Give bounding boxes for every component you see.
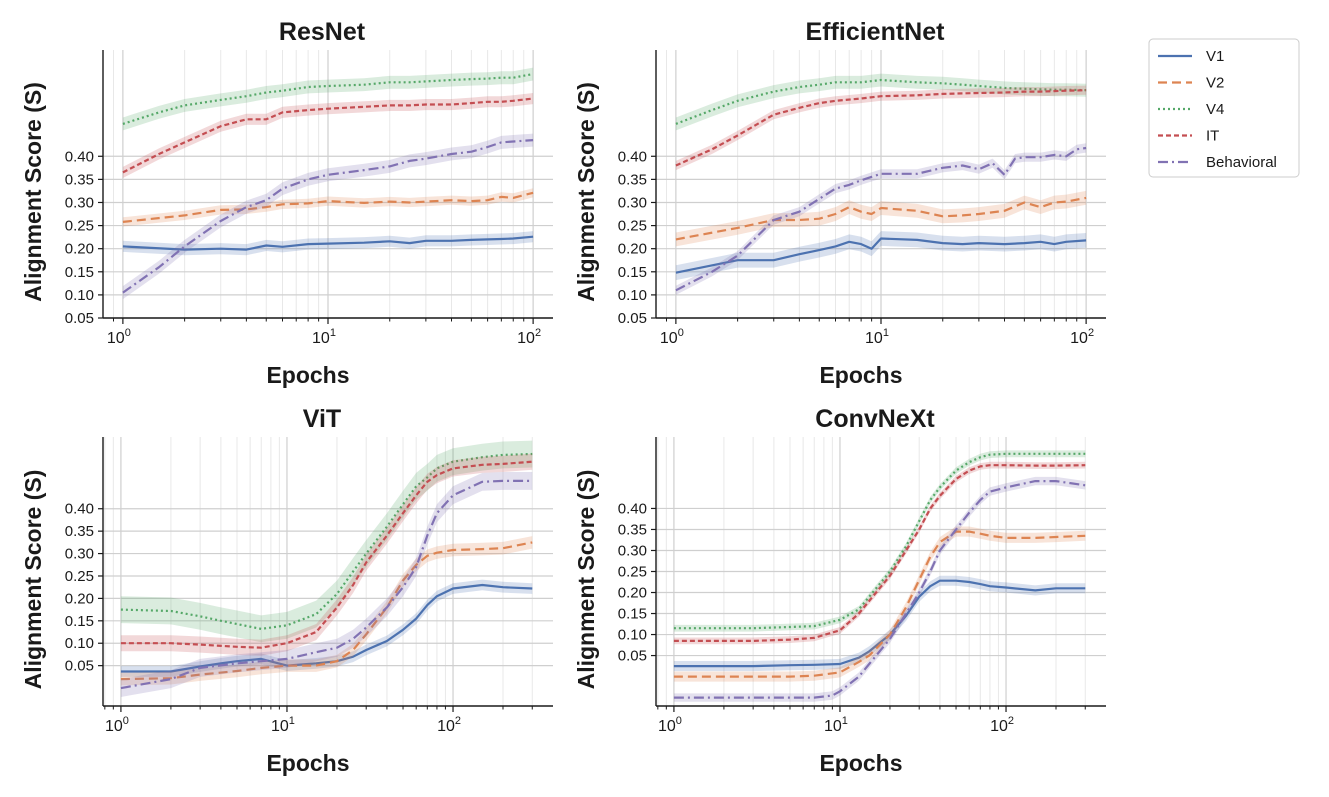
x-tick-label: 100	[107, 327, 131, 347]
panel-efficientnet: 0.05 0.10 0.15 0.20 0.25 0.30 0.35 0.40 100 101 10…	[573, 18, 1106, 388]
series-line-v4	[122, 72, 534, 125]
series-line-v2	[673, 530, 1086, 678]
y-tick-label: 0.25	[618, 564, 647, 581]
x-axis-label: Epochs	[819, 750, 902, 776]
y-tick-label: 0.40	[618, 148, 647, 165]
y-axis-label: Alignment Score (S)	[20, 82, 46, 302]
x-tick-label: 102	[517, 327, 541, 347]
x-tick-label: 101	[865, 327, 889, 347]
band-it	[673, 461, 1086, 645]
series-line-v4	[675, 78, 1087, 125]
band-it	[122, 93, 534, 178]
series-line-it	[120, 460, 533, 649]
y-tick-label: 0.10	[65, 287, 94, 304]
y-tick-label: 0.05	[618, 648, 647, 665]
band-behavioral	[122, 133, 534, 300]
band-v2	[675, 190, 1087, 247]
legend-label-v2: V2	[1206, 75, 1224, 92]
y-tick-label: 0.25	[65, 218, 94, 235]
band-it	[120, 453, 533, 656]
y-tick-label: 0.25	[65, 568, 94, 585]
panel-title: ResNet	[279, 18, 366, 46]
y-tick-label: 0.30	[618, 542, 647, 559]
x-tick-label: 101	[271, 715, 295, 735]
x-tick-label: 102	[437, 715, 461, 735]
panel-resnet: 0.05 0.10 0.15 0.20 0.25 0.30 0.35 0.40 100 101 10…	[20, 18, 553, 388]
y-tick-label: 0.35	[65, 523, 94, 540]
band-v2	[673, 526, 1086, 682]
series-line-v1	[120, 583, 533, 673]
panel-convnext: 0.05 0.10 0.15 0.20 0.25 0.30 0.35 0.40 100 101 10…	[573, 405, 1106, 776]
y-axis-label: Alignment Score (S)	[20, 470, 46, 690]
x-axis-label: Epochs	[266, 362, 349, 388]
y-tick-label: 0.25	[618, 218, 647, 235]
y-tick-label: 0.10	[618, 287, 647, 304]
band-v4	[122, 67, 534, 131]
legend: V1 V2 V4 IT Behavioral	[1148, 38, 1300, 178]
x-tick-label: 100	[660, 327, 684, 347]
y-tick-label: 0.40	[65, 501, 94, 518]
y-tick-label: 0.10	[65, 635, 94, 652]
band-v4	[675, 73, 1087, 131]
x-tick-label: 100	[105, 715, 129, 735]
legend-box	[1148, 38, 1300, 178]
y-tick-label: 0.05	[65, 658, 94, 675]
panel-title: ViT	[303, 405, 341, 433]
y-tick-label: 0.20	[618, 585, 647, 602]
series-line-it	[673, 464, 1086, 642]
series-line-v2	[120, 541, 533, 681]
y-axis-label: Alignment Score (S)	[573, 470, 599, 690]
y-tick-label: 0.20	[65, 241, 94, 258]
x-axis-label: Epochs	[819, 362, 902, 388]
band-v4	[120, 440, 533, 643]
y-tick-label: 0.20	[618, 241, 647, 258]
band-v2	[122, 188, 534, 227]
y-tick-label: 0.05	[65, 310, 94, 327]
series-line-v2	[675, 196, 1087, 241]
legend-label-behavioral: Behavioral	[1206, 154, 1277, 171]
y-tick-label: 0.20	[65, 590, 94, 607]
x-tick-label: 102	[990, 715, 1014, 735]
band-v1	[673, 575, 1086, 672]
series-line-behavioral	[122, 139, 534, 294]
panel-title: ConvNeXt	[815, 405, 935, 433]
band-it	[675, 85, 1087, 171]
panel-title: EfficientNet	[806, 18, 946, 46]
y-tick-label: 0.15	[618, 264, 647, 281]
band-behavioral	[120, 472, 533, 697]
series-line-it	[675, 89, 1087, 167]
y-tick-label: 0.40	[618, 500, 647, 517]
x-tick-label: 102	[1070, 327, 1094, 347]
y-tick-label: 0.30	[65, 194, 94, 211]
x-tick-label: 101	[824, 715, 848, 735]
y-axis-label: Alignment Score (S)	[573, 82, 599, 302]
band-behavioral	[675, 143, 1087, 295]
y-tick-label: 0.10	[618, 627, 647, 644]
panel-vit: 0.05 0.10 0.15 0.20 0.25 0.30 0.35 0.40 100 101 10…	[20, 405, 553, 776]
y-tick-label: 0.35	[65, 171, 94, 188]
series-line-v1	[673, 579, 1086, 668]
y-tick-label: 0.40	[65, 148, 94, 165]
series-line-behavioral	[675, 146, 1087, 292]
legend-label-v4: V4	[1206, 101, 1224, 118]
y-tick-label: 0.30	[618, 194, 647, 211]
y-tick-label: 0.35	[618, 171, 647, 188]
series-line-it	[122, 97, 534, 174]
x-tick-label: 101	[312, 327, 336, 347]
legend-label-v1: V1	[1206, 48, 1224, 65]
y-tick-label: 0.05	[618, 310, 647, 327]
series-line-behavioral	[673, 480, 1086, 699]
y-tick-label: 0.35	[618, 521, 647, 538]
y-tick-label: 0.30	[65, 546, 94, 563]
y-tick-label: 0.15	[65, 264, 94, 281]
series-line-v1	[675, 237, 1087, 274]
band-v2	[120, 536, 533, 686]
y-tick-label: 0.15	[65, 613, 94, 630]
y-tick-label: 0.15	[618, 606, 647, 623]
legend-label-it: IT	[1206, 128, 1219, 145]
series-line-v1	[122, 235, 534, 251]
x-axis-label: Epochs	[266, 750, 349, 776]
x-tick-label: 100	[658, 715, 682, 735]
